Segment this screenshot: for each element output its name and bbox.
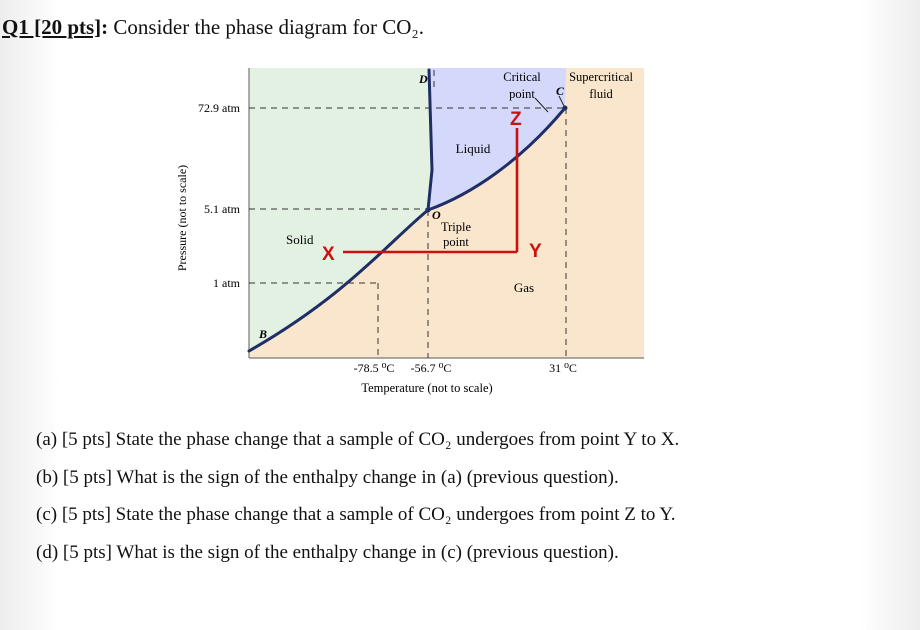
marker-y: Y xyxy=(529,241,542,262)
question-list: (a) [5 pts] State the phase change that … xyxy=(36,421,679,571)
cropped-text-fragment xyxy=(0,622,7,630)
tick-minus-56-7: -56.7 ⁰C xyxy=(411,361,452,375)
letter-d: D xyxy=(418,72,428,86)
question-id: Q1 [20 pts] xyxy=(2,15,102,39)
sublimation-curve xyxy=(247,208,430,353)
letter-b: B xyxy=(258,327,267,341)
critical-pointer xyxy=(534,97,549,113)
supercritical-region xyxy=(566,68,644,358)
question-d: (d) [5 pts] What is the sign of the enth… xyxy=(36,541,619,563)
dashed-guides xyxy=(249,70,567,358)
label-critical-1: Critical xyxy=(503,70,541,84)
question-b: (b) [5 pts] What is the sign of the enth… xyxy=(36,466,619,488)
question-colon: : xyxy=(101,15,109,39)
phase-diagram: 72.9 atm 5.1 atm 1 atm -78.5 ⁰C -56.7 ⁰C… xyxy=(168,62,648,407)
phase-boundaries xyxy=(247,68,567,353)
letter-o: O xyxy=(432,208,441,222)
tick-72-9-atm: 72.9 atm xyxy=(198,101,241,115)
label-supercritical-1: Supercritical xyxy=(569,70,633,84)
cropped-bottom-line xyxy=(0,616,920,630)
tick-1-atm: 1 atm xyxy=(213,276,241,290)
question-header: Q1 [20 pts]: Consider the phase diagram … xyxy=(2,14,424,40)
liquid-region xyxy=(428,68,566,210)
triple-point-dot xyxy=(425,207,431,213)
label-critical-2: point xyxy=(509,87,535,101)
melting-curve xyxy=(426,68,434,212)
label-solid: Solid xyxy=(286,232,314,247)
tick-minus-78-5: -78.5 ⁰C xyxy=(354,361,395,375)
red-path xyxy=(343,128,519,254)
tick-31: 31 ⁰C xyxy=(549,361,577,375)
vaporization-curve xyxy=(426,106,567,212)
marker-x: X xyxy=(322,244,335,265)
gas-region xyxy=(249,68,644,358)
letter-c: C xyxy=(556,84,565,98)
phase-diagram-svg: 72.9 atm 5.1 atm 1 atm -78.5 ⁰C -56.7 ⁰C… xyxy=(175,68,644,395)
question-c: (c) [5 pts] State the phase change that … xyxy=(36,504,676,525)
critical-pointer-c xyxy=(558,95,566,109)
x-axis-title: Temperature (not to scale) xyxy=(361,381,492,395)
question-a: (a) [5 pts] State the phase change that … xyxy=(36,429,680,450)
question-prompt: Consider the phase diagram for CO₂. xyxy=(113,15,425,39)
label-gas: Gas xyxy=(514,280,534,295)
tick-5-1-atm: 5.1 atm xyxy=(204,202,241,216)
label-liquid: Liquid xyxy=(456,141,491,156)
label-triple-2: point xyxy=(443,235,469,249)
label-supercritical-2: fluid xyxy=(589,87,613,101)
marker-z: Z xyxy=(510,109,522,130)
label-triple-1: Triple xyxy=(441,220,472,234)
y-axis-title: Pressure (not to scale) xyxy=(175,165,189,271)
